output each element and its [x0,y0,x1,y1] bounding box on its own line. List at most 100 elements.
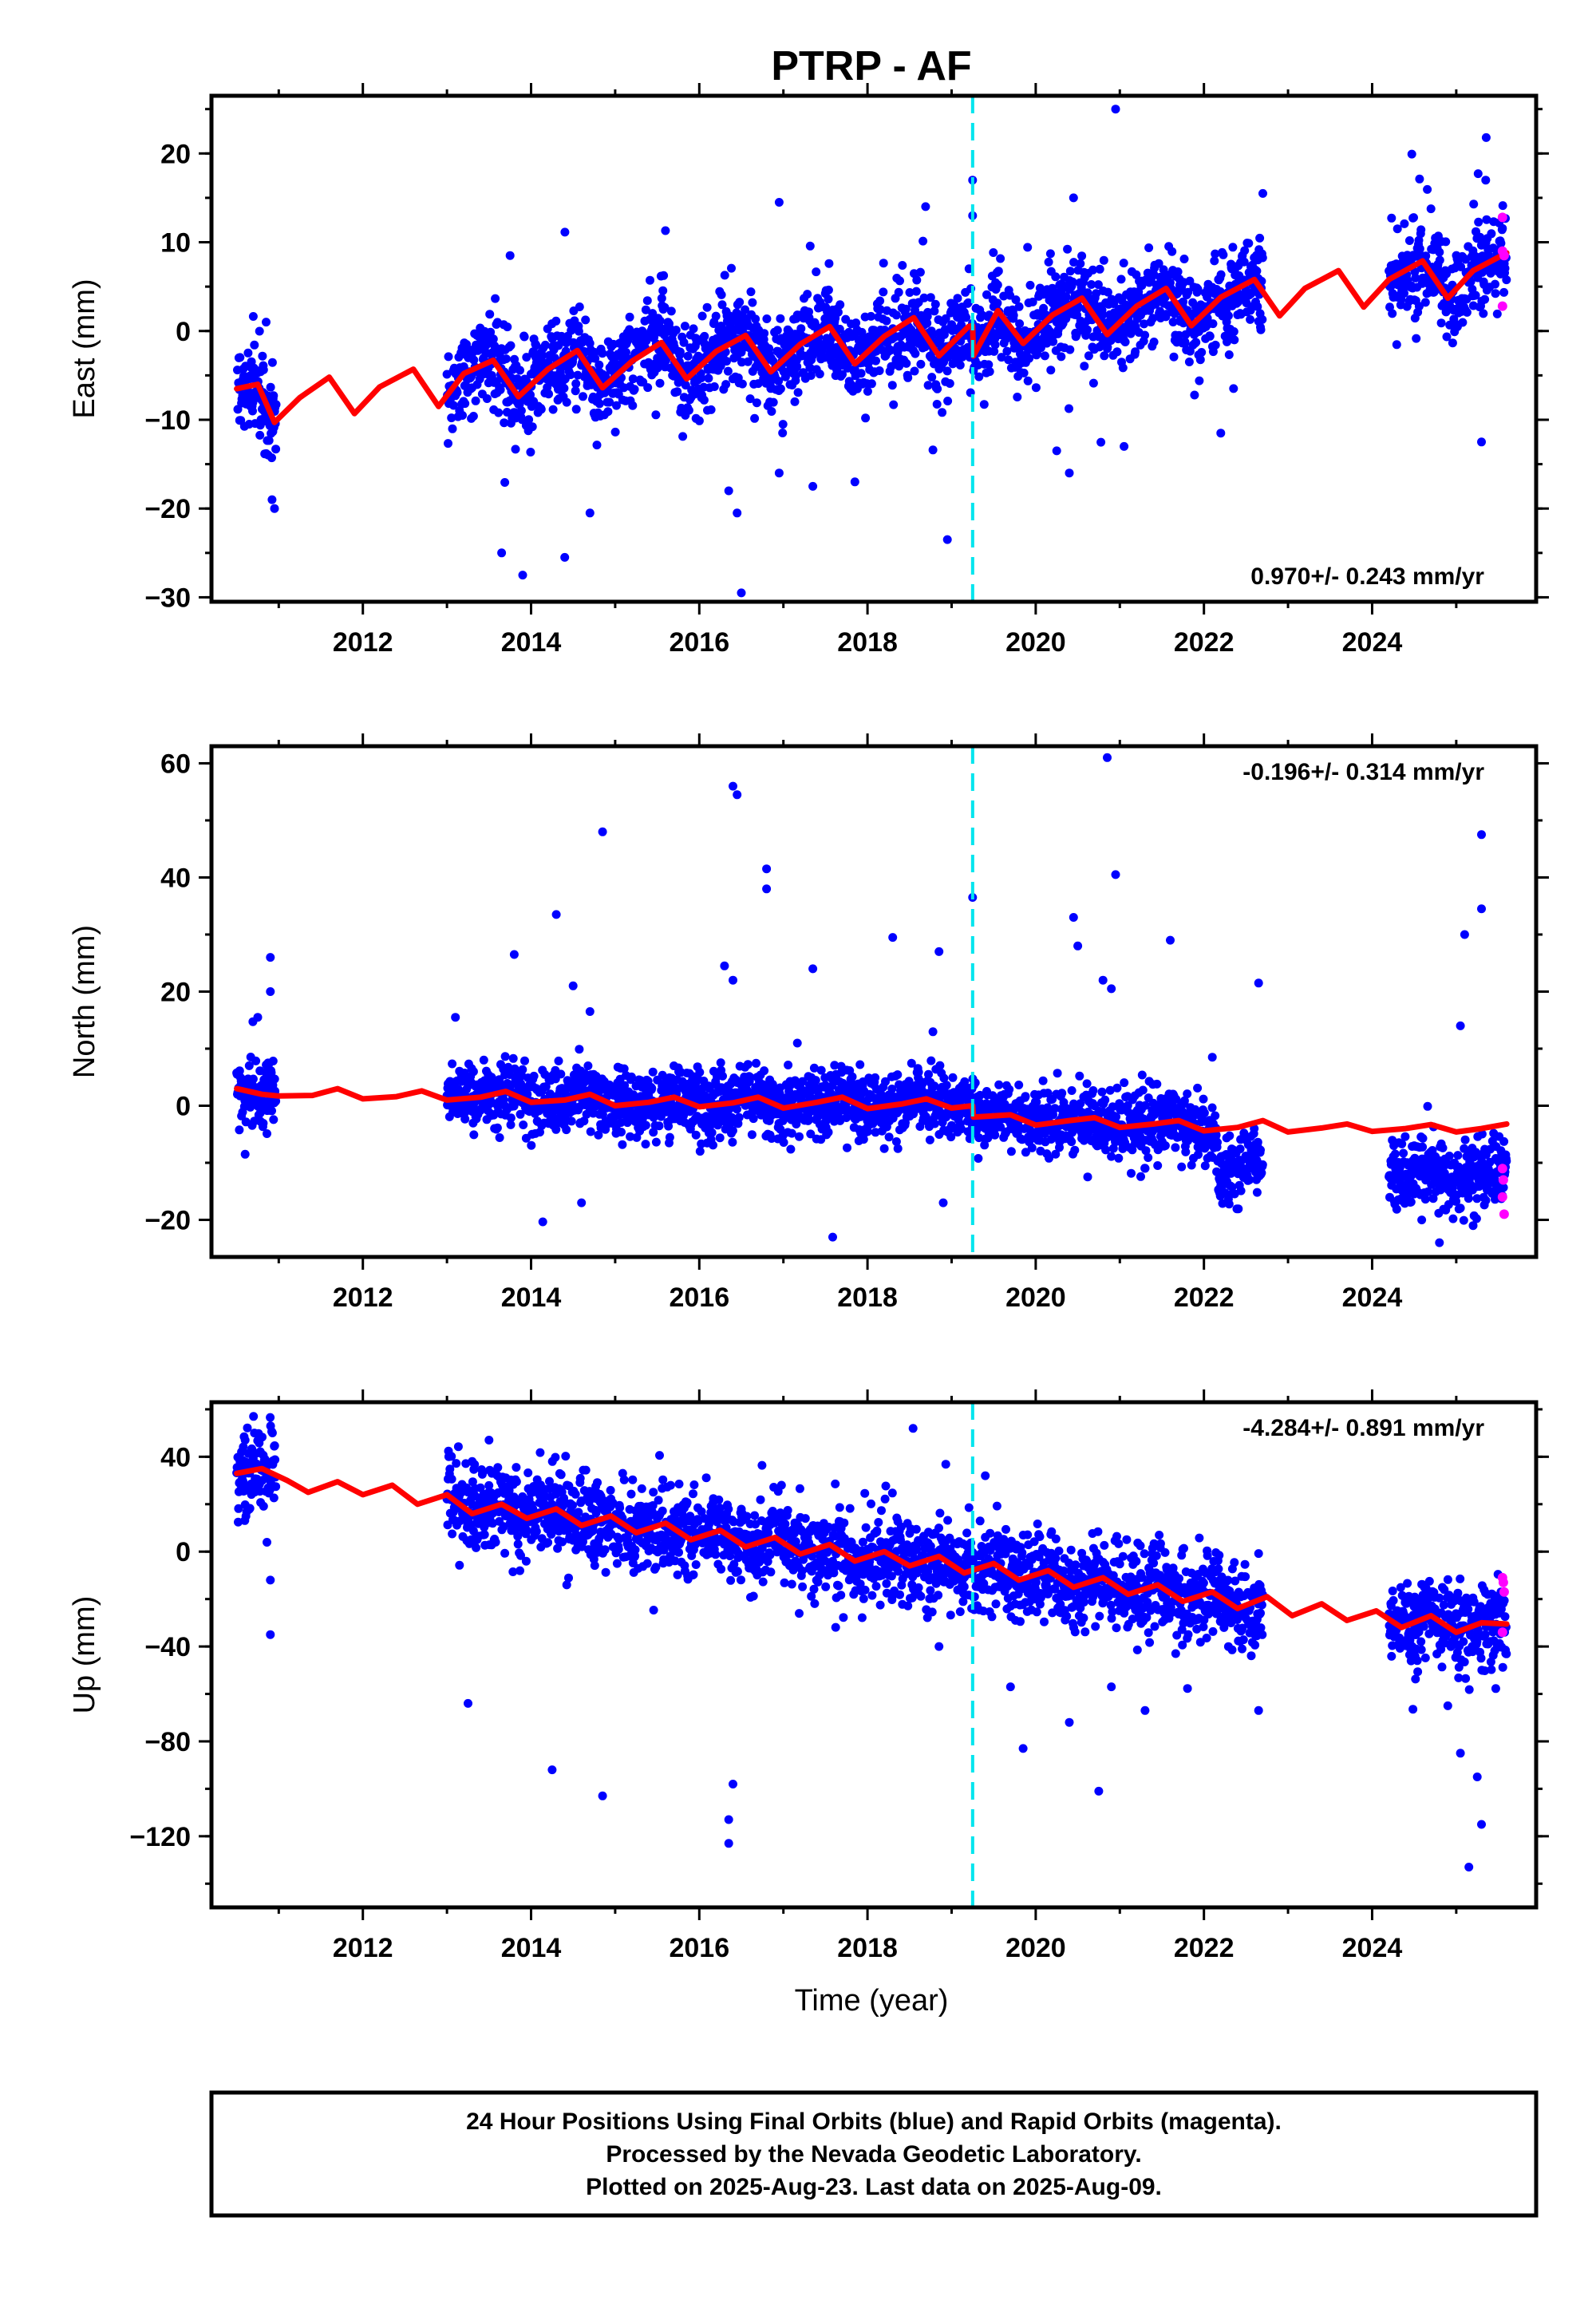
data-point [886,346,895,355]
data-point [778,420,788,429]
data-point [598,349,607,358]
data-point [955,361,965,370]
data-point [1013,393,1022,401]
y-tick-label: −10 [144,405,191,436]
data-point [1019,368,1029,377]
data-point [1171,1094,1181,1104]
data-point [495,1133,504,1142]
data-point [962,313,971,322]
data-point [655,378,665,388]
data-point [776,1124,785,1134]
x-tick-label: 2012 [333,627,393,658]
data-point [1112,1083,1122,1093]
data-point [494,408,504,417]
data-point [248,406,257,416]
data-point [1240,246,1250,255]
data-point [912,275,922,285]
data-point [750,413,760,423]
data-point [616,1118,626,1128]
data-point [1256,1145,1265,1155]
data-point [269,391,279,401]
data-point [850,365,859,374]
data-point [691,1130,701,1140]
data-point [707,1128,717,1137]
data-point [922,318,932,328]
data-point [541,1082,551,1091]
data-point [1023,243,1033,252]
data-point [1153,1161,1163,1170]
data-point [830,1061,839,1070]
outlier-point [505,251,515,260]
data-point [915,267,925,277]
data-point [501,354,511,364]
data-point [575,302,584,311]
data-point [1183,1089,1192,1099]
data-point [1095,264,1104,274]
data-point [500,1052,510,1061]
data-point [1199,1109,1209,1117]
data-point [806,371,816,380]
data-point [1184,358,1194,366]
data-point [985,367,994,377]
data-point [658,286,668,295]
data-point [1179,1096,1189,1105]
data-point [1474,217,1483,227]
data-point [1021,1092,1030,1101]
data-point [910,366,919,376]
data-point [1099,255,1108,265]
data-point [235,353,245,362]
data-point [838,370,847,379]
data-point [1171,1143,1180,1152]
data-point [1472,1214,1481,1223]
data-point [1253,1137,1262,1147]
data-point [989,248,998,257]
data-point [828,1232,837,1242]
data-point [764,344,774,354]
data-point [267,453,276,463]
data-point [717,290,726,299]
data-point [811,1076,820,1085]
data-point [1211,1111,1220,1120]
data-point [887,381,897,390]
data-point [847,1072,857,1081]
data-point [1258,1160,1267,1169]
data-point [1096,437,1106,447]
data-point [444,352,453,362]
data-point [535,1128,544,1137]
data-point [1239,257,1249,267]
data-point [679,338,689,347]
data-point [721,380,731,389]
data-point [1399,1148,1408,1158]
data-point [1154,259,1163,268]
data-point [994,267,1003,276]
data-point [1070,1145,1080,1155]
data-point [927,373,937,382]
data-point [1004,355,1013,365]
data-point [447,413,456,423]
data-point [1200,1161,1210,1171]
data-point [928,445,938,455]
data-point [1435,255,1444,265]
data-point [737,379,747,389]
data-point [994,1080,1004,1089]
data-point [993,298,1002,308]
data-point [591,354,600,363]
data-point [982,290,991,299]
data-point [527,422,537,432]
data-point [1414,302,1424,311]
data-point [660,302,670,312]
data-point [680,322,689,331]
data-point [684,405,693,415]
data-point [491,294,500,303]
data-point [500,478,510,487]
data-point [1025,354,1034,363]
outlier-point [1477,437,1486,447]
data-point [471,396,480,405]
data-point [516,406,526,416]
data-point [1499,287,1509,297]
data-point [1141,1101,1150,1110]
data-point [1416,225,1426,235]
data-point [538,350,547,360]
data-point [746,1073,755,1082]
data-point [452,388,462,397]
